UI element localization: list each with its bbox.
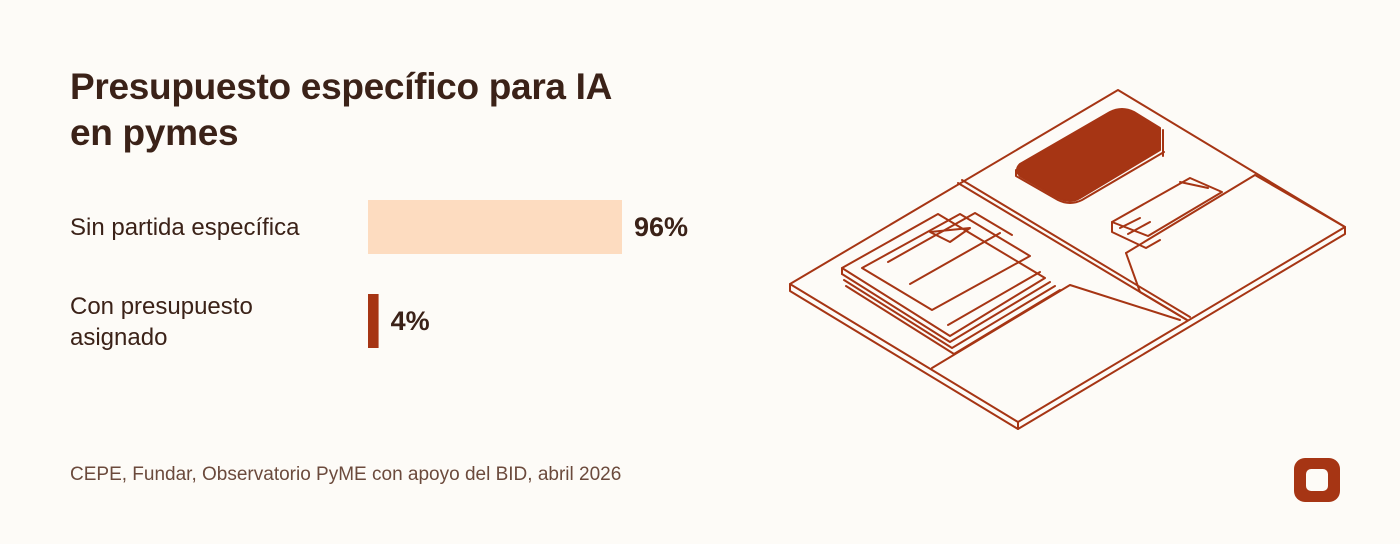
folder-illustration-icon <box>789 89 1346 430</box>
source-note: CEPE, Fundar, Observatorio PyME con apoy… <box>70 464 622 485</box>
chart-title-line-1: Presupuesto específico para IA <box>70 66 613 107</box>
logo-icon <box>1294 458 1340 502</box>
bar <box>368 200 622 254</box>
value-label: 96% <box>634 212 688 242</box>
category-label: Sin partida específica <box>70 214 300 241</box>
logo-inner-square <box>1306 469 1328 491</box>
chart-title: Presupuesto específico para IA en pymes <box>70 64 710 156</box>
value-label: 4% <box>391 306 430 336</box>
bar-chart: Sin partida específica 96% Con presupuesto… <box>70 200 688 351</box>
category-label: Con presupuesto asignado <box>70 293 253 351</box>
bar <box>368 294 379 348</box>
chart-title-line-2: en pymes <box>70 112 239 153</box>
